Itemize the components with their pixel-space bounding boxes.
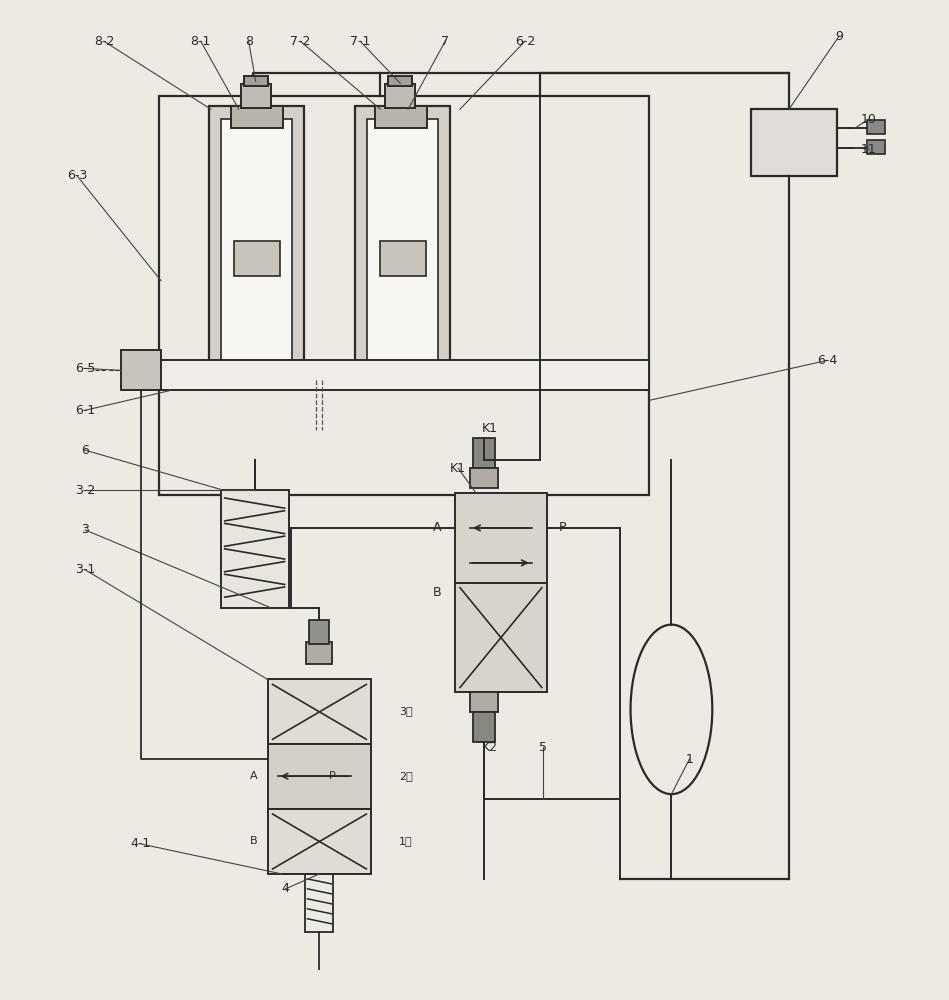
- Text: 1挡: 1挡: [400, 836, 413, 846]
- Text: 5: 5: [539, 741, 547, 754]
- Bar: [470, 692, 498, 712]
- Bar: [241, 84, 270, 108]
- Text: P: P: [328, 771, 335, 781]
- Text: 10: 10: [861, 113, 877, 126]
- Bar: [268, 744, 371, 809]
- Bar: [244, 76, 268, 86]
- Bar: [158, 360, 649, 390]
- Text: 8: 8: [245, 35, 252, 48]
- Bar: [473, 438, 495, 468]
- Text: K1: K1: [450, 462, 466, 475]
- Bar: [473, 712, 495, 742]
- Text: 6-1: 6-1: [75, 404, 95, 417]
- Text: B: B: [250, 836, 257, 846]
- Bar: [307, 642, 332, 664]
- Bar: [752, 109, 837, 176]
- Bar: [355, 106, 450, 375]
- Text: 7-2: 7-2: [290, 35, 310, 48]
- Bar: [221, 119, 291, 362]
- Text: 6: 6: [82, 444, 89, 457]
- Text: 6-3: 6-3: [67, 169, 87, 182]
- Bar: [866, 140, 884, 154]
- Text: 3-2: 3-2: [75, 484, 95, 497]
- Bar: [866, 120, 884, 134]
- Bar: [268, 679, 371, 744]
- Text: K1: K1: [482, 422, 498, 435]
- Text: 7: 7: [441, 35, 449, 48]
- Text: 3挡: 3挡: [400, 706, 413, 716]
- Text: 6-5: 6-5: [75, 362, 95, 375]
- Bar: [209, 106, 304, 375]
- Text: A: A: [433, 521, 441, 534]
- Bar: [309, 620, 329, 644]
- Text: B: B: [433, 586, 441, 599]
- Bar: [231, 106, 283, 128]
- Bar: [456, 493, 547, 583]
- Text: P: P: [559, 521, 567, 534]
- Bar: [233, 241, 280, 276]
- Bar: [221, 490, 288, 608]
- Text: 8-2: 8-2: [94, 35, 114, 48]
- Text: 11: 11: [861, 143, 877, 156]
- Text: A: A: [250, 771, 257, 781]
- Text: 9: 9: [835, 30, 843, 43]
- Bar: [121, 350, 161, 390]
- Bar: [385, 84, 415, 108]
- Bar: [306, 874, 333, 932]
- Text: 2挡: 2挡: [400, 771, 413, 781]
- Text: K2: K2: [482, 741, 498, 754]
- Text: 1: 1: [685, 753, 694, 766]
- Text: 6-2: 6-2: [514, 35, 535, 48]
- Bar: [158, 96, 649, 495]
- Bar: [388, 76, 412, 86]
- Bar: [470, 468, 498, 488]
- Text: 3-1: 3-1: [75, 563, 95, 576]
- Bar: [381, 241, 426, 276]
- Bar: [367, 119, 438, 362]
- Bar: [375, 106, 427, 128]
- Text: 4: 4: [282, 882, 289, 895]
- Text: 6-4: 6-4: [817, 354, 837, 367]
- Text: 8-1: 8-1: [191, 35, 211, 48]
- Text: 4-1: 4-1: [131, 837, 151, 850]
- Text: 7-1: 7-1: [350, 35, 370, 48]
- Bar: [456, 583, 547, 692]
- Text: 3: 3: [82, 523, 89, 536]
- Bar: [268, 809, 371, 874]
